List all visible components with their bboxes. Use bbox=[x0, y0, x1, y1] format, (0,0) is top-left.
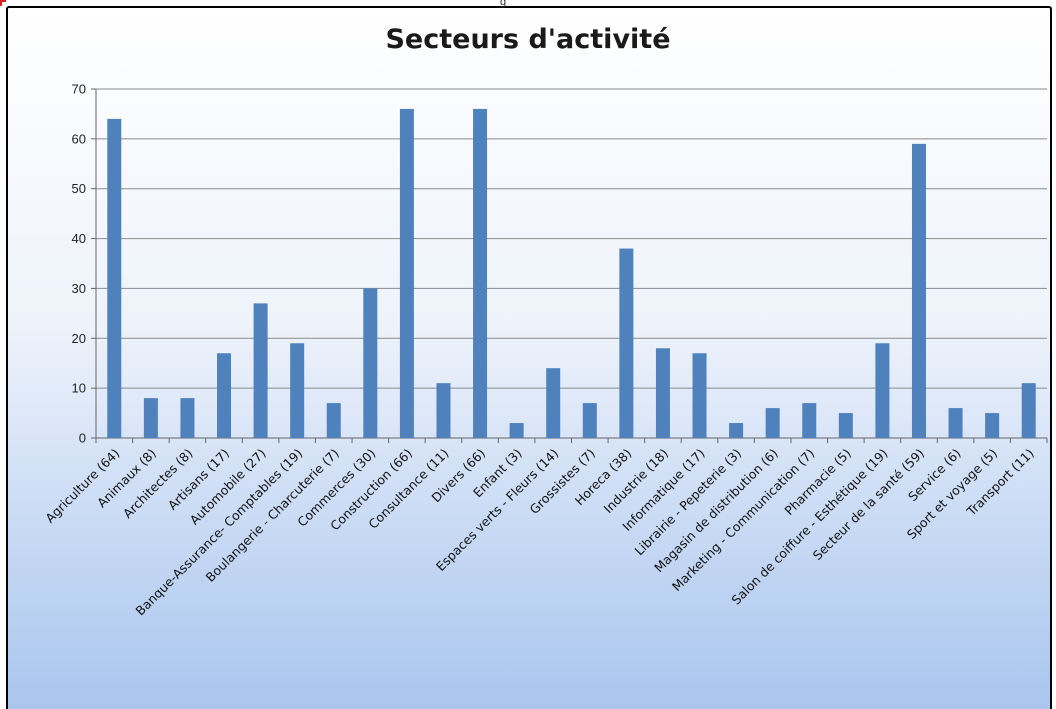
bars bbox=[107, 108, 1036, 439]
y-tick-label: 60 bbox=[72, 131, 86, 146]
bar bbox=[436, 383, 451, 438]
bar bbox=[985, 413, 1000, 438]
bar bbox=[217, 353, 232, 438]
category-label: Transport (11) bbox=[963, 446, 1037, 520]
y-tick-label: 50 bbox=[72, 181, 86, 196]
y-tick-label: 0 bbox=[79, 431, 86, 446]
bar bbox=[473, 108, 488, 438]
bar bbox=[180, 398, 195, 438]
bar bbox=[692, 353, 707, 438]
bar bbox=[399, 108, 414, 438]
bar bbox=[875, 343, 890, 438]
y-tick-label: 70 bbox=[72, 82, 86, 97]
y-tick-label: 30 bbox=[72, 281, 86, 296]
bar bbox=[546, 368, 561, 438]
bar bbox=[802, 403, 817, 438]
gridlines bbox=[96, 88, 1047, 389]
bar bbox=[1021, 383, 1036, 438]
bar bbox=[326, 403, 341, 438]
bar bbox=[655, 348, 670, 438]
bar bbox=[143, 398, 158, 438]
bar bbox=[363, 288, 378, 438]
top-label: g bbox=[500, 0, 507, 8]
bar bbox=[509, 423, 524, 438]
bar bbox=[582, 403, 597, 438]
bar bbox=[253, 303, 268, 438]
bar bbox=[765, 408, 780, 438]
bar bbox=[729, 423, 744, 438]
category-labels: Agriculture (64)Animaux (8)Architectes (… bbox=[42, 446, 1037, 619]
y-tick-label: 40 bbox=[72, 231, 86, 246]
bar bbox=[290, 343, 305, 438]
chart-title: Secteurs d'activité bbox=[385, 24, 671, 55]
bar bbox=[911, 143, 926, 439]
y-tick-label: 10 bbox=[72, 381, 86, 396]
bar bbox=[838, 413, 853, 438]
category-label: Boulangerie - Charcuterie (7) bbox=[202, 446, 341, 585]
bar bbox=[619, 248, 634, 438]
bar bbox=[107, 118, 122, 439]
selection-corner-mark bbox=[0, 0, 6, 6]
bar bbox=[948, 408, 963, 438]
y-tick-label: 20 bbox=[72, 331, 86, 346]
